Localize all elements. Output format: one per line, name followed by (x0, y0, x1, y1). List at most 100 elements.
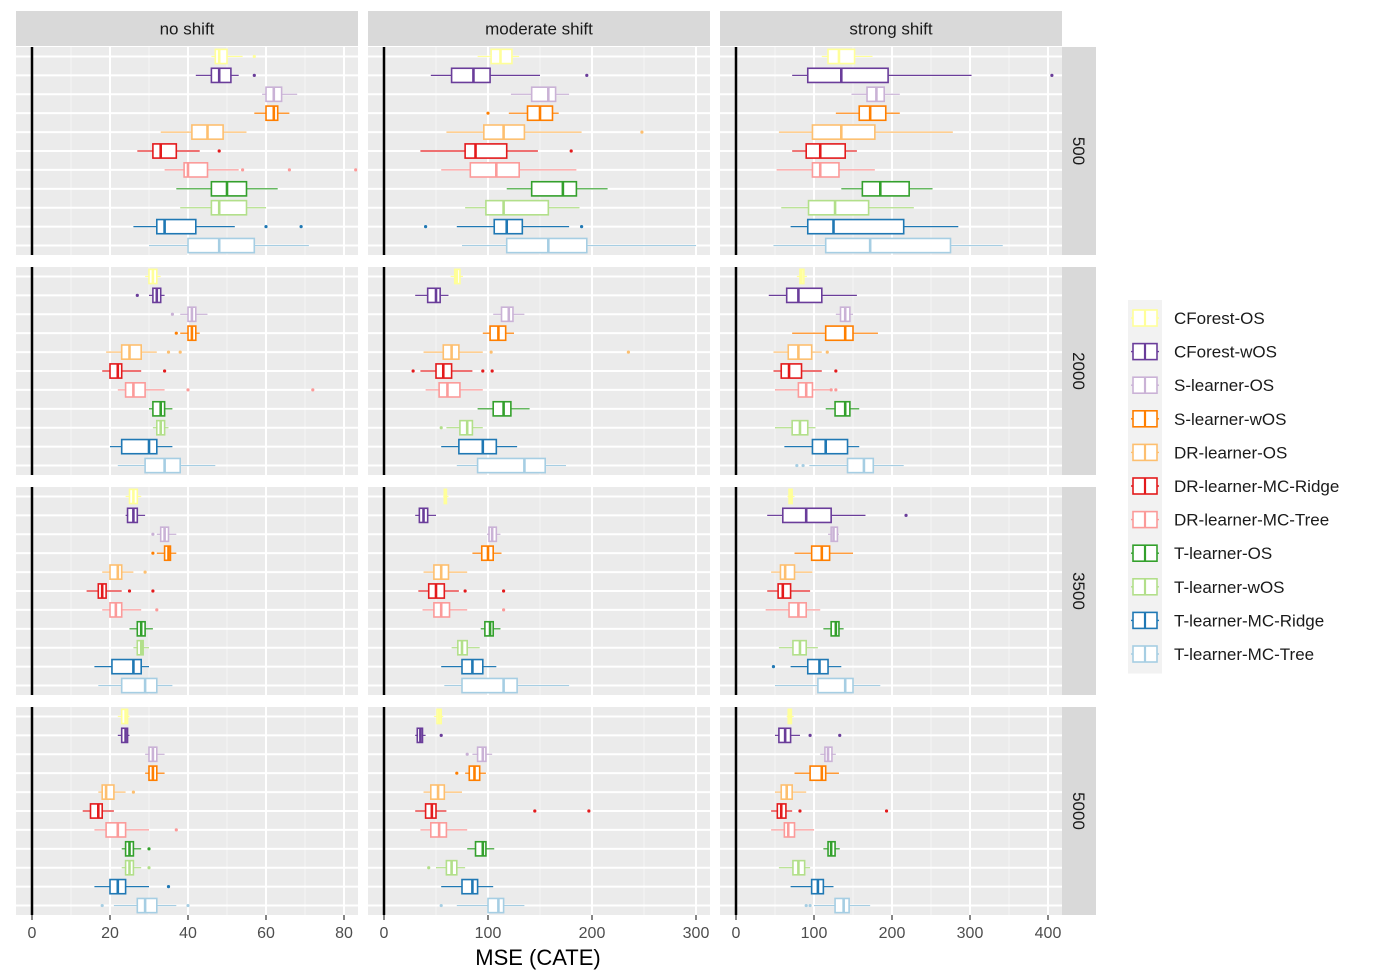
outlier-point (904, 513, 908, 517)
row-strip-label: 5000 (1069, 792, 1088, 830)
row-strip-label: 500 (1069, 137, 1088, 165)
outlier-point (1050, 73, 1054, 77)
outlier-point (502, 589, 506, 593)
box (805, 143, 847, 159)
outlier-point (580, 225, 584, 229)
outlier-point (533, 809, 537, 813)
box (136, 897, 158, 914)
outlier-point (771, 665, 776, 669)
outlier-point (174, 331, 178, 335)
box (89, 803, 103, 819)
box (426, 287, 441, 304)
column-strip-label: moderate shift (485, 20, 593, 39)
box (817, 677, 854, 694)
outlier-point (217, 149, 221, 153)
box (458, 438, 498, 455)
x-tick-label: 200 (579, 925, 606, 942)
box (109, 363, 123, 379)
box (214, 48, 228, 65)
outlier-point (170, 312, 174, 316)
x-tick-label: 300 (957, 925, 984, 942)
box (120, 438, 158, 455)
outlier-point (127, 589, 132, 593)
x-tick-label: 400 (1035, 925, 1062, 942)
legend-label: T-learner-wOS (1174, 578, 1285, 597)
x-tick-label: 300 (683, 925, 710, 942)
x-tick-label: 100 (475, 925, 502, 942)
x-tick-label: 0 (28, 925, 37, 942)
box (834, 897, 850, 914)
box (846, 457, 875, 474)
x-tick-label: 200 (879, 925, 906, 942)
outlier-point (147, 866, 151, 870)
box (474, 840, 487, 857)
legend-label: T-learner-MC-Ridge (1174, 611, 1324, 630)
box (120, 677, 158, 694)
x-tick-label: 40 (179, 925, 197, 942)
box (265, 105, 279, 122)
box (785, 287, 823, 304)
column-strip-label: strong shift (849, 20, 932, 39)
x-tick-label: 0 (732, 925, 741, 942)
row-strip (1062, 487, 1096, 695)
outlier-point (166, 350, 171, 354)
box (824, 325, 854, 342)
box (450, 67, 491, 84)
row-strip (1062, 47, 1096, 255)
column-strip (720, 11, 1062, 46)
outlier-point (798, 809, 802, 813)
outlier-point (808, 903, 812, 908)
outlier-point (151, 551, 155, 555)
box (530, 180, 578, 197)
x-tick-label: 20 (101, 925, 119, 942)
outlier-point (439, 733, 443, 737)
box (492, 400, 512, 417)
box (187, 237, 256, 254)
outlier-point (829, 388, 833, 392)
box (105, 822, 127, 838)
outlier-point (135, 293, 139, 297)
outlier-point (439, 903, 443, 908)
outlier-point (100, 903, 104, 908)
outlier-point (502, 608, 506, 612)
box (461, 677, 518, 694)
outlier-point (174, 828, 178, 832)
box (827, 48, 856, 65)
box (469, 162, 521, 178)
outlier-point (838, 733, 842, 737)
outlier-point (299, 225, 303, 229)
box (152, 400, 166, 417)
outlier-point (311, 388, 315, 392)
box (144, 457, 182, 474)
outlier-point (884, 809, 889, 813)
outlier-point (804, 903, 808, 908)
box (124, 382, 146, 398)
outlier-point (264, 225, 268, 229)
legend-label: S-learner-wOS (1174, 410, 1286, 429)
row-strip (1062, 707, 1096, 915)
outlier-point (795, 463, 799, 468)
box (109, 564, 123, 580)
outlier-point (411, 369, 415, 373)
box (210, 199, 248, 216)
outlier-point (486, 111, 490, 115)
box (780, 363, 803, 379)
x-tick-label: 60 (257, 925, 275, 942)
box (156, 218, 197, 235)
outlier-point (131, 790, 135, 794)
outlier-point (178, 350, 182, 354)
box (210, 67, 232, 84)
legend-label: T-learner-OS (1174, 544, 1272, 563)
outlier-point (481, 369, 485, 373)
outlier-point (427, 866, 431, 870)
outlier-point (465, 752, 469, 756)
box (476, 457, 547, 474)
outlier-point (163, 369, 167, 373)
x-tick-label: 80 (335, 925, 353, 942)
outlier-point (186, 388, 190, 392)
outlier-point (166, 885, 171, 889)
box (861, 180, 910, 197)
outlier-point (455, 771, 459, 775)
box (811, 124, 876, 140)
